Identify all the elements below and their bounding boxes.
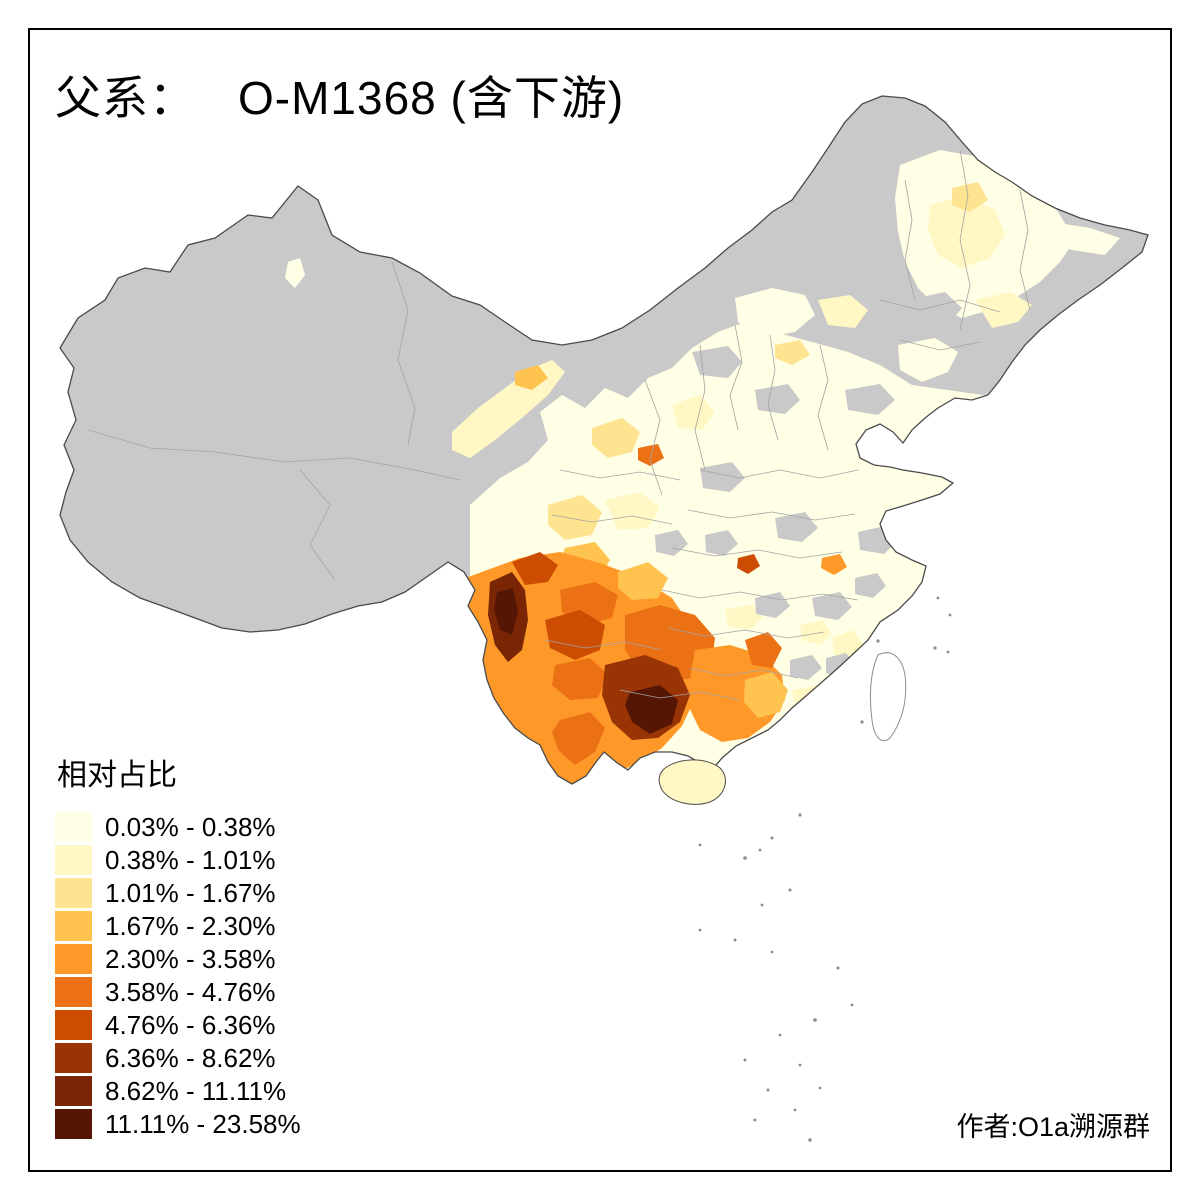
region-guangdong-yellow	[792, 685, 830, 712]
legend-item: 8.62% - 11.11%	[55, 1074, 301, 1107]
legend-label: 1.67% - 2.30%	[105, 910, 276, 941]
legend-swatch	[55, 1009, 92, 1040]
legend-label: 3.58% - 4.76%	[105, 976, 276, 1007]
legend-swatch	[55, 1042, 92, 1073]
hainan-island	[658, 759, 726, 805]
nodata-patch	[755, 592, 790, 618]
legend-item: 11.11% - 23.58%	[55, 1107, 301, 1140]
legend-swatch	[55, 943, 92, 974]
legend-title: 相对占比	[57, 759, 177, 792]
legend-item: 1.01% - 1.67%	[55, 876, 301, 909]
region-chongqing-orange	[618, 562, 668, 600]
region-jilin-pale	[975, 292, 1032, 328]
legend-item: 0.03% - 0.38%	[55, 810, 301, 843]
legend-item: 2.30% - 3.58%	[55, 942, 301, 975]
nodata-patch	[692, 346, 742, 378]
region-innermongolia-pale3	[775, 340, 810, 365]
map-title: 父系： O-M1368 (含下游)	[55, 62, 624, 128]
taiwan-island	[869, 652, 907, 742]
legend-swatch	[55, 844, 92, 875]
legend-label: 1.01% - 1.67%	[105, 877, 276, 908]
page-border	[28, 28, 1172, 1172]
nodata-patch	[790, 655, 822, 680]
region-sichuan-yellow1	[548, 495, 602, 540]
region-heilongjiang-yellow	[928, 195, 1005, 268]
legend-item: 3.58% - 4.76%	[55, 975, 301, 1008]
nodata-patch	[855, 573, 886, 598]
legend-label: 2.30% - 3.58%	[105, 943, 276, 974]
nodata-patches	[655, 292, 962, 680]
region-innermongolia-pale2	[818, 295, 868, 328]
region-jiangxi-yellow	[800, 620, 832, 645]
region-central-yunnan-2	[552, 658, 608, 700]
title-prefix: 父系：	[55, 72, 196, 124]
south-china-sea-islands	[698, 596, 952, 1142]
internal-borders	[87, 149, 1031, 701]
legend-swatch	[55, 1108, 92, 1139]
region-hunan-yellow	[725, 604, 763, 630]
legend-label: 6.36% - 8.62%	[105, 1042, 276, 1073]
region-west-yunnan-darkest	[494, 588, 518, 635]
legend-swatch	[55, 811, 92, 842]
region-anhui-orange-dot	[821, 554, 847, 575]
region-sichuan-yellow3	[605, 492, 660, 530]
legend-item: 6.36% - 8.62%	[55, 1041, 301, 1074]
legend-label: 0.03% - 0.38%	[105, 811, 276, 842]
legend-label: 0.38% - 1.01%	[105, 844, 276, 875]
region-guangxi-light	[744, 672, 788, 718]
legend-label: 11.11% - 23.58%	[105, 1108, 301, 1139]
region-xiangxi-orange	[745, 632, 782, 668]
region-nw-yunnan-orange	[512, 552, 558, 585]
region-shaanxi-yellow	[592, 418, 640, 458]
nodata-patch	[700, 462, 745, 492]
author-credit: 作者:O1a溯源群	[956, 1112, 1150, 1142]
title-main: O-M1368 (含下游)	[238, 72, 625, 124]
region-heilongjiang-yellow2	[952, 182, 988, 212]
legend-item: 0.38% - 1.01%	[55, 843, 301, 876]
region-xinjiang-speck	[285, 258, 305, 288]
legend-item: 4.76% - 6.36%	[55, 1008, 301, 1041]
legend-label: 4.76% - 6.36%	[105, 1009, 276, 1040]
nodata-patch	[775, 512, 818, 542]
nodata-patch	[755, 384, 800, 414]
legend-item: 1.67% - 2.30%	[55, 909, 301, 942]
region-gansu-orange	[515, 365, 548, 390]
nodata-patch	[812, 592, 852, 620]
legend: 相对占比 0.03% - 0.38% 0.38% - 1.01% 1.01% -…	[55, 750, 301, 1140]
legend-swatch	[55, 910, 92, 941]
nodata-patch	[845, 384, 895, 415]
region-guangxi-orange	[688, 645, 785, 742]
nodata-patch	[705, 530, 738, 556]
legend-swatch	[55, 877, 92, 908]
legend-swatch	[55, 976, 92, 1007]
nodata-patch	[908, 292, 962, 325]
region-south-yunnan-orange	[552, 712, 605, 765]
legend-swatch	[55, 1075, 92, 1106]
region-hubei-red-dot	[737, 554, 760, 574]
region-shanxi-yellow	[672, 395, 715, 430]
region-ne-border-streak	[1050, 222, 1120, 255]
region-innermongolia-pale1	[735, 288, 815, 338]
legend-label: 8.62% - 11.11%	[105, 1075, 287, 1106]
